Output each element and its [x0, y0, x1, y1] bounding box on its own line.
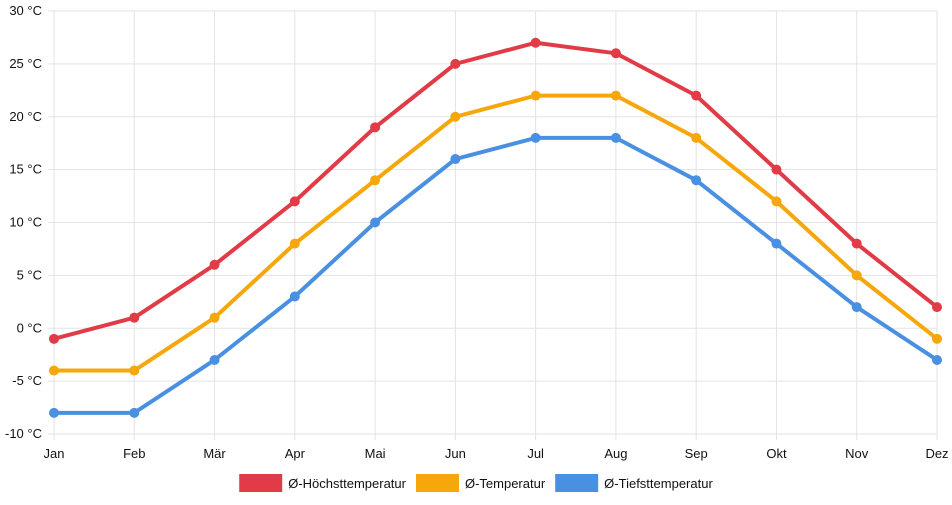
legend-swatch	[415, 474, 459, 492]
data-point[interactable]	[209, 259, 220, 270]
data-point[interactable]	[530, 37, 541, 48]
data-point[interactable]	[289, 196, 300, 207]
data-point[interactable]	[932, 354, 942, 365]
series-line-3	[52, 135, 939, 415]
series-layer	[49, 37, 942, 418]
data-point[interactable]	[450, 154, 461, 165]
data-point[interactable]	[450, 58, 461, 69]
series-line-2	[52, 93, 939, 373]
x-tick-label: Okt	[766, 446, 787, 461]
x-tick-label: Mär	[203, 446, 226, 461]
x-tick-label: Sep	[685, 446, 708, 461]
data-point[interactable]	[49, 407, 59, 418]
data-point[interactable]	[530, 90, 541, 101]
legend[interactable]: Ø-Höchsttemperatur Ø-Temperatur Ø-Tiefstte…	[239, 474, 713, 492]
x-tick-label: Aug	[604, 446, 627, 461]
data-point[interactable]	[851, 238, 862, 249]
data-point[interactable]	[209, 354, 220, 365]
data-point[interactable]	[691, 90, 702, 101]
legend-swatch	[555, 474, 599, 492]
y-tick-label: 15 °C	[9, 162, 42, 177]
x-tick-label: Dez	[925, 446, 948, 461]
data-point[interactable]	[450, 111, 461, 122]
data-point[interactable]	[129, 365, 140, 376]
x-tick-label: Feb	[123, 446, 145, 461]
legend-label: Ø-Höchsttemperatur	[288, 476, 406, 491]
data-point[interactable]	[851, 302, 862, 313]
y-tick-label: -10 °C	[5, 426, 42, 441]
x-tick-label: Apr	[285, 446, 306, 461]
data-point[interactable]	[370, 122, 381, 133]
y-tick-label: 25 °C	[9, 56, 42, 71]
data-point[interactable]	[209, 312, 220, 323]
x-tick-label: Mai	[365, 446, 386, 461]
data-point[interactable]	[771, 238, 782, 249]
legend-label: Ø-Tiefsttemperatur	[604, 476, 713, 491]
data-point[interactable]	[691, 132, 702, 143]
data-point[interactable]	[771, 164, 782, 175]
y-tick-label: 0 °C	[17, 320, 42, 335]
legend-label: Ø-Temperatur	[465, 476, 546, 491]
data-point[interactable]	[932, 302, 942, 313]
data-point[interactable]	[691, 175, 702, 186]
data-point[interactable]	[49, 365, 59, 376]
data-point[interactable]	[370, 217, 381, 228]
data-point[interactable]	[129, 312, 140, 323]
data-point[interactable]	[289, 291, 300, 302]
data-point[interactable]	[129, 407, 140, 418]
legend-item-2[interactable]: Ø-Temperatur	[415, 474, 546, 492]
x-tick-label: Nov	[845, 446, 869, 461]
y-tick-label: 10 °C	[9, 215, 42, 230]
x-tick-label: Jun	[445, 446, 466, 461]
series-line-1	[52, 40, 939, 341]
data-point[interactable]	[530, 132, 541, 143]
axis-layer: 30 °C 25 °C 20 °C 15 °C 10 °C 5 °C 0 °C -5 °C -1…	[5, 3, 949, 461]
data-point[interactable]	[610, 132, 621, 143]
data-point[interactable]	[49, 333, 59, 344]
data-point[interactable]	[771, 196, 782, 207]
legend-item-1[interactable]: Ø-Höchsttemperatur	[239, 474, 407, 492]
data-point[interactable]	[370, 175, 381, 186]
data-point[interactable]	[610, 48, 621, 59]
x-tick-label: Jul	[527, 446, 544, 461]
data-point[interactable]	[932, 333, 942, 344]
data-point[interactable]	[610, 90, 621, 101]
legend-swatch	[239, 474, 283, 492]
y-tick-label: -5 °C	[12, 373, 42, 388]
data-point[interactable]	[851, 270, 862, 281]
y-tick-label: 5 °C	[17, 267, 42, 282]
y-tick-label: 20 °C	[9, 109, 42, 124]
x-tick-label: Jan	[44, 446, 65, 461]
legend-item-3[interactable]: Ø-Tiefsttemperatur	[555, 474, 713, 492]
data-point[interactable]	[289, 238, 300, 249]
y-tick-label: 30 °C	[9, 3, 42, 18]
